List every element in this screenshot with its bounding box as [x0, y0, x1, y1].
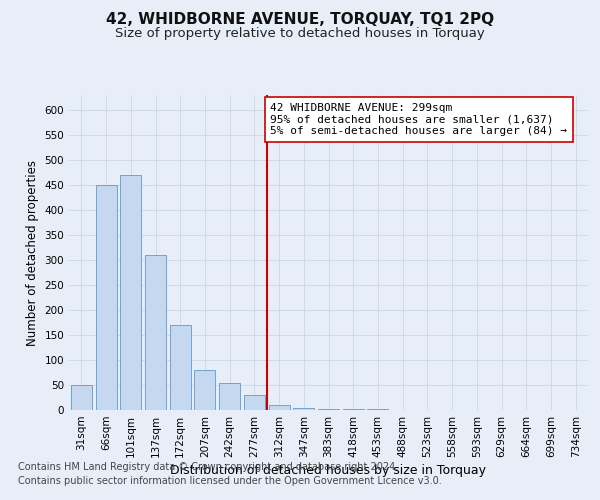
Bar [71, 385, 92, 410]
Text: 42 WHIDBORNE AVENUE: 299sqm
95% of detached houses are smaller (1,637)
5% of sem: 42 WHIDBORNE AVENUE: 299sqm 95% of detac… [271, 103, 568, 136]
Text: Contains public sector information licensed under the Open Government Licence v3: Contains public sector information licen… [18, 476, 442, 486]
Bar [194, 370, 215, 410]
Bar [343, 409, 364, 410]
Text: 42, WHIDBORNE AVENUE, TORQUAY, TQ1 2PQ: 42, WHIDBORNE AVENUE, TORQUAY, TQ1 2PQ [106, 12, 494, 28]
Bar [120, 175, 141, 410]
Bar [367, 409, 388, 410]
Bar [145, 255, 166, 410]
Bar [170, 325, 191, 410]
Text: Size of property relative to detached houses in Torquay: Size of property relative to detached ho… [115, 28, 485, 40]
X-axis label: Distribution of detached houses by size in Torquay: Distribution of detached houses by size … [170, 464, 487, 477]
Text: Contains HM Land Registry data © Crown copyright and database right 2024.: Contains HM Land Registry data © Crown c… [18, 462, 398, 472]
Bar [219, 382, 240, 410]
Y-axis label: Number of detached properties: Number of detached properties [26, 160, 39, 346]
Bar [293, 408, 314, 410]
Bar [95, 185, 116, 410]
Bar [244, 395, 265, 410]
Bar [269, 405, 290, 410]
Bar [318, 408, 339, 410]
